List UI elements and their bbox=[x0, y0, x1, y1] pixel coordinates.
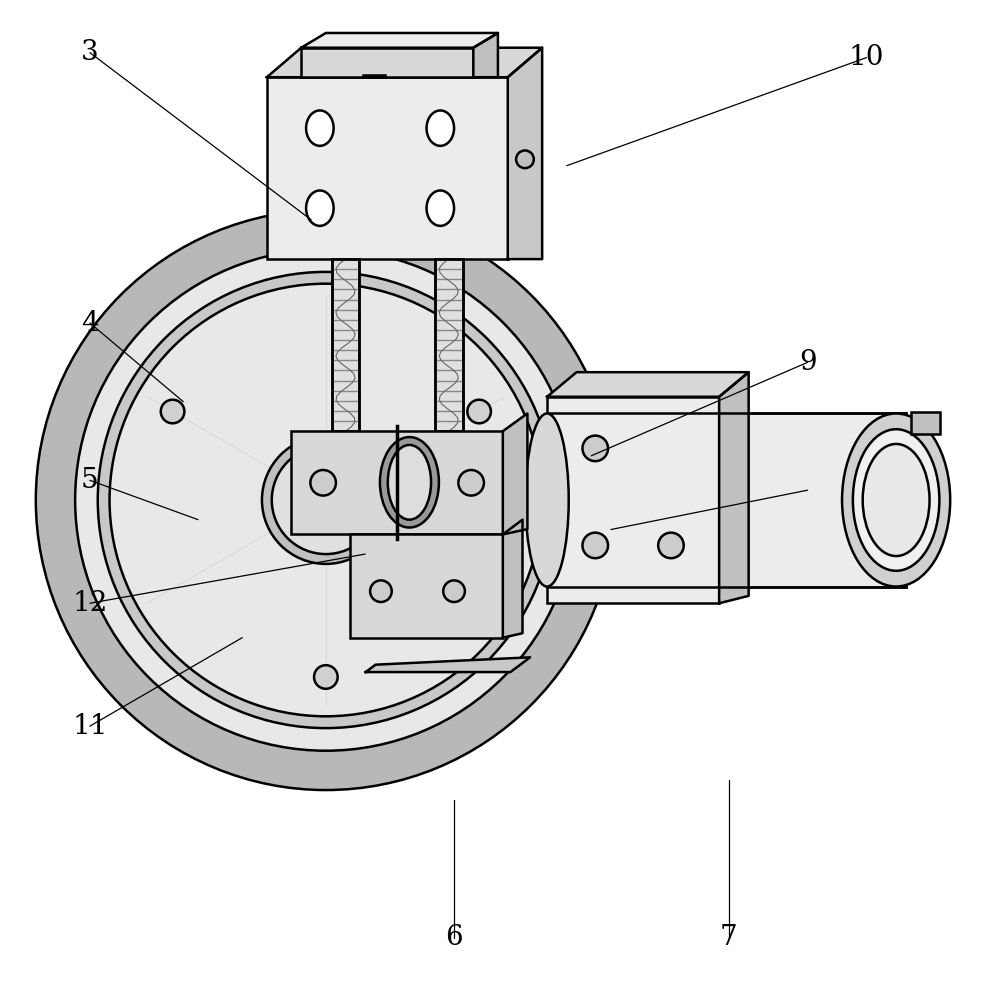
Ellipse shape bbox=[516, 150, 533, 168]
Bar bbox=[547, 397, 719, 603]
Ellipse shape bbox=[370, 580, 391, 602]
Bar bbox=[547, 413, 906, 587]
Ellipse shape bbox=[853, 429, 940, 571]
Text: 5: 5 bbox=[81, 467, 99, 494]
Polygon shape bbox=[503, 520, 523, 638]
Ellipse shape bbox=[109, 284, 542, 716]
Text: 8: 8 bbox=[799, 477, 816, 504]
Ellipse shape bbox=[427, 110, 455, 146]
Text: 10: 10 bbox=[849, 44, 884, 71]
Ellipse shape bbox=[306, 190, 333, 226]
Text: 3: 3 bbox=[81, 39, 99, 66]
Ellipse shape bbox=[444, 580, 464, 602]
Bar bbox=[331, 259, 359, 431]
Bar bbox=[331, 259, 359, 431]
Bar bbox=[350, 534, 503, 638]
Bar bbox=[302, 48, 473, 77]
Polygon shape bbox=[547, 372, 748, 397]
Bar bbox=[435, 259, 462, 431]
Ellipse shape bbox=[75, 249, 577, 751]
Ellipse shape bbox=[262, 436, 389, 564]
Ellipse shape bbox=[583, 436, 608, 461]
Polygon shape bbox=[508, 48, 542, 259]
Bar bbox=[435, 259, 462, 431]
Text: 9: 9 bbox=[799, 349, 816, 376]
Ellipse shape bbox=[467, 400, 491, 423]
Ellipse shape bbox=[863, 444, 930, 556]
Ellipse shape bbox=[526, 413, 569, 587]
Text: 7: 7 bbox=[720, 924, 738, 951]
Ellipse shape bbox=[380, 437, 439, 528]
Text: 6: 6 bbox=[445, 924, 462, 951]
Ellipse shape bbox=[315, 665, 337, 689]
Ellipse shape bbox=[583, 533, 608, 558]
Ellipse shape bbox=[842, 413, 951, 587]
Ellipse shape bbox=[272, 446, 380, 554]
Ellipse shape bbox=[98, 272, 554, 728]
Bar bbox=[267, 77, 508, 259]
Polygon shape bbox=[267, 48, 542, 77]
Ellipse shape bbox=[458, 470, 484, 496]
Polygon shape bbox=[366, 657, 530, 672]
Ellipse shape bbox=[387, 445, 431, 520]
Ellipse shape bbox=[427, 190, 455, 226]
Ellipse shape bbox=[161, 400, 184, 423]
Polygon shape bbox=[503, 413, 528, 534]
Ellipse shape bbox=[311, 470, 336, 496]
Polygon shape bbox=[302, 33, 498, 48]
Bar bbox=[363, 75, 385, 77]
Polygon shape bbox=[719, 372, 748, 603]
Text: 12: 12 bbox=[72, 590, 107, 617]
Ellipse shape bbox=[35, 210, 616, 790]
Polygon shape bbox=[473, 33, 498, 77]
Text: 4: 4 bbox=[81, 310, 99, 337]
Ellipse shape bbox=[659, 533, 683, 558]
Ellipse shape bbox=[306, 110, 333, 146]
Text: 11: 11 bbox=[72, 713, 107, 740]
Bar bbox=[911, 412, 941, 434]
Bar bbox=[292, 431, 503, 534]
